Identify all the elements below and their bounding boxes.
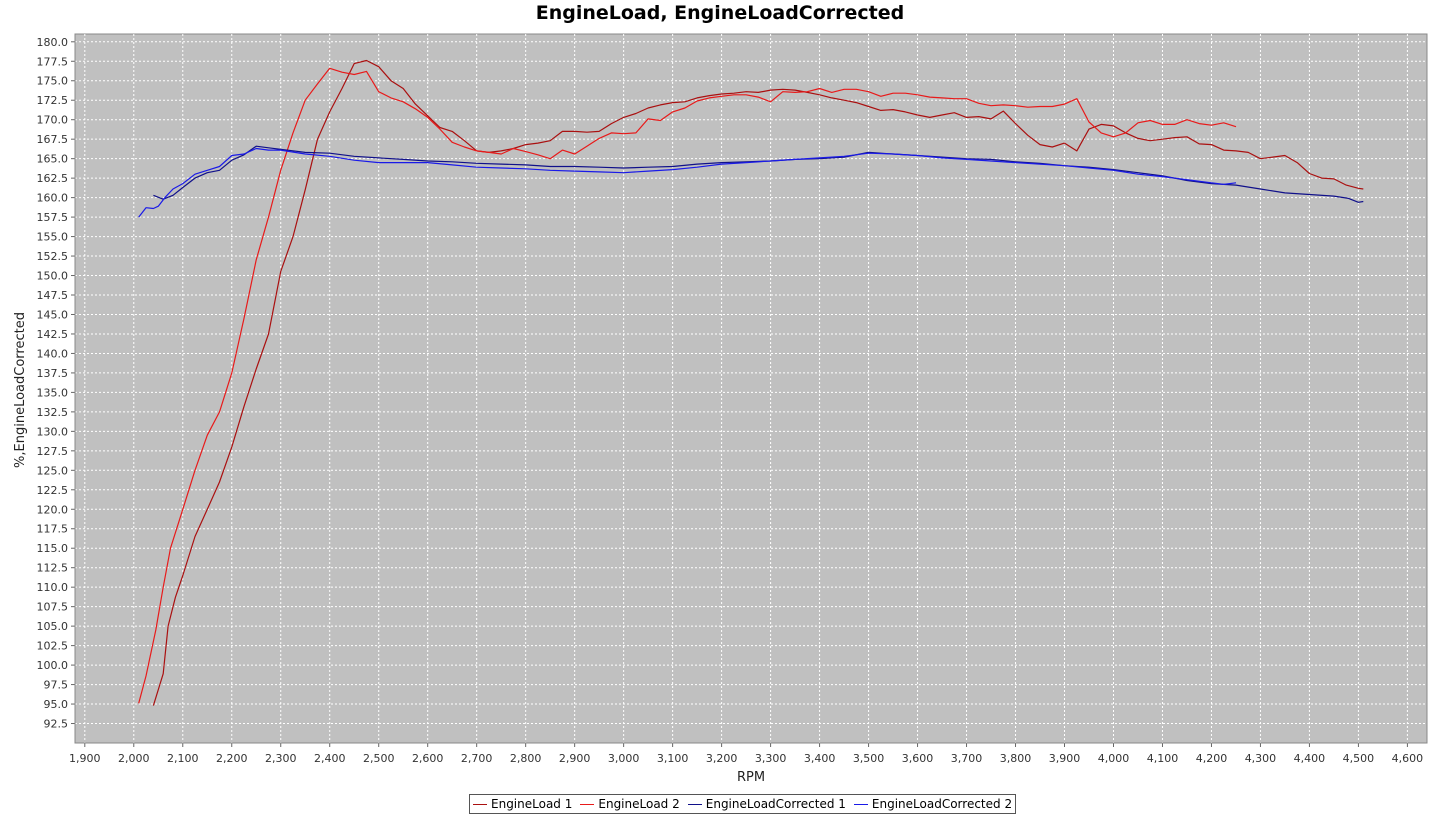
legend-swatch bbox=[473, 803, 487, 805]
x-tick-label: 4,000 bbox=[1098, 752, 1130, 765]
y-tick-label: 110.0 bbox=[37, 581, 69, 594]
y-tick-label: 135.0 bbox=[37, 386, 69, 399]
legend-swatch bbox=[687, 803, 702, 805]
x-tick-label: 4,400 bbox=[1294, 752, 1326, 765]
legend-swatch bbox=[853, 803, 868, 805]
x-tick-label: 2,600 bbox=[412, 752, 444, 765]
y-tick-label: 112.5 bbox=[37, 562, 69, 575]
chart-title: EngineLoad, EngineLoadCorrected bbox=[535, 2, 905, 24]
plot-area bbox=[74, 33, 1428, 744]
legend-label: EngineLoadCorrected 1 bbox=[705, 797, 846, 811]
x-tick-label: 3,100 bbox=[657, 752, 689, 765]
y-tick-label: 117.5 bbox=[37, 523, 69, 536]
y-tick-label: 162.5 bbox=[37, 172, 69, 185]
y-tick-label: 140.0 bbox=[37, 347, 69, 360]
x-tick-label: 1,900 bbox=[69, 752, 101, 765]
legend-item-engineload-2: EngineLoad 2 bbox=[580, 797, 680, 811]
y-tick-label: 172.5 bbox=[37, 94, 69, 107]
y-tick-label: 102.5 bbox=[37, 640, 69, 653]
x-tick-label: 3,000 bbox=[608, 752, 640, 765]
y-tick-label: 125.0 bbox=[37, 464, 69, 477]
y-tick-label: 97.5 bbox=[44, 679, 69, 692]
series-line-engineloadcorrected-2 bbox=[138, 147, 1237, 218]
x-tick-label: 2,900 bbox=[559, 752, 591, 765]
series-lines bbox=[138, 59, 1364, 706]
x-tick-label: 2,800 bbox=[510, 752, 542, 765]
legend-label: EngineLoadCorrected 2 bbox=[871, 797, 1013, 811]
series-line-engineload-1 bbox=[152, 59, 1364, 706]
y-tick-label: 137.5 bbox=[37, 367, 69, 380]
series-line-engineload-2 bbox=[138, 67, 1237, 704]
y-tick-label: 107.5 bbox=[37, 601, 69, 614]
y-tick-label: 177.5 bbox=[37, 55, 69, 68]
legend-item-engineloadcorrected-1: EngineLoadCorrected 1 bbox=[687, 797, 846, 811]
x-tick-label: 2,700 bbox=[461, 752, 493, 765]
y-tick-label: 150.0 bbox=[37, 270, 69, 283]
y-tick-label: 105.0 bbox=[37, 620, 69, 633]
x-tick-label: 3,200 bbox=[706, 752, 738, 765]
x-tick-label: 2,300 bbox=[265, 752, 297, 765]
y-tick-label: 155.0 bbox=[37, 231, 69, 244]
x-tick-label: 2,100 bbox=[167, 752, 199, 765]
x-tick-label: 3,700 bbox=[951, 752, 983, 765]
x-tick-label: 4,500 bbox=[1343, 752, 1375, 765]
x-tick-label: 4,100 bbox=[1147, 752, 1179, 765]
y-tick-label: 160.0 bbox=[37, 192, 69, 205]
y-tick-label: 175.0 bbox=[37, 75, 69, 88]
x-tick-label: 2,500 bbox=[363, 752, 395, 765]
legend-label: EngineLoad 2 bbox=[598, 797, 680, 811]
legend-label: EngineLoad 1 bbox=[491, 797, 573, 811]
x-tick-label: 3,500 bbox=[853, 752, 885, 765]
y-tick-label: 167.5 bbox=[37, 133, 69, 146]
legend-item-engineloadcorrected-2: EngineLoadCorrected 2 bbox=[853, 797, 1013, 811]
x-tick-label: 4,300 bbox=[1245, 752, 1277, 765]
x-tick-label: 2,400 bbox=[314, 752, 346, 765]
y-tick-label: 122.5 bbox=[37, 484, 69, 497]
y-tick-label: 152.5 bbox=[37, 250, 69, 263]
legend-swatch bbox=[580, 803, 595, 805]
y-tick-label: 145.0 bbox=[37, 308, 69, 321]
x-tick-label: 2,000 bbox=[118, 752, 150, 765]
y-tick-label: 127.5 bbox=[37, 445, 69, 458]
y-tick-label: 142.5 bbox=[37, 328, 69, 341]
y-tick-label: 115.0 bbox=[37, 542, 69, 555]
y-tick-label: 120.0 bbox=[37, 503, 69, 516]
y-tick-label: 132.5 bbox=[37, 406, 69, 419]
legend: EngineLoad 1 EngineLoad 2 EngineLoadCorrec… bbox=[469, 794, 1017, 814]
x-tick-label: 2,200 bbox=[216, 752, 248, 765]
y-tick-label: 130.0 bbox=[37, 425, 69, 438]
y-tick-label: 92.5 bbox=[44, 718, 69, 731]
y-tick-label: 147.5 bbox=[37, 289, 69, 302]
x-tick-label: 3,900 bbox=[1049, 752, 1081, 765]
grid-lines bbox=[75, 34, 1427, 743]
x-tick-label: 3,600 bbox=[902, 752, 934, 765]
axes: 92.5 95.0 97.5 100.0 102.5 105.0 107.5 110.0 112… bbox=[37, 34, 1427, 765]
x-tick-label: 3,800 bbox=[1000, 752, 1032, 765]
x-axis-label: RPM bbox=[737, 770, 765, 785]
y-tick-label: 95.0 bbox=[44, 698, 69, 711]
legend-item-engineload-1: EngineLoad 1 bbox=[473, 797, 572, 811]
y-axis-label: %,EngineLoadCorrected bbox=[13, 312, 28, 468]
x-tick-label: 3,400 bbox=[804, 752, 836, 765]
y-tick-label: 165.0 bbox=[37, 153, 69, 166]
y-tick-label: 100.0 bbox=[37, 659, 69, 672]
y-tick-label: 157.5 bbox=[37, 211, 69, 224]
y-tick-label: 170.0 bbox=[37, 114, 69, 127]
x-tick-label: 4,200 bbox=[1196, 752, 1228, 765]
y-tick-label: 180.0 bbox=[37, 36, 69, 49]
x-tick-label: 4,600 bbox=[1392, 752, 1424, 765]
x-tick-label: 3,300 bbox=[755, 752, 787, 765]
